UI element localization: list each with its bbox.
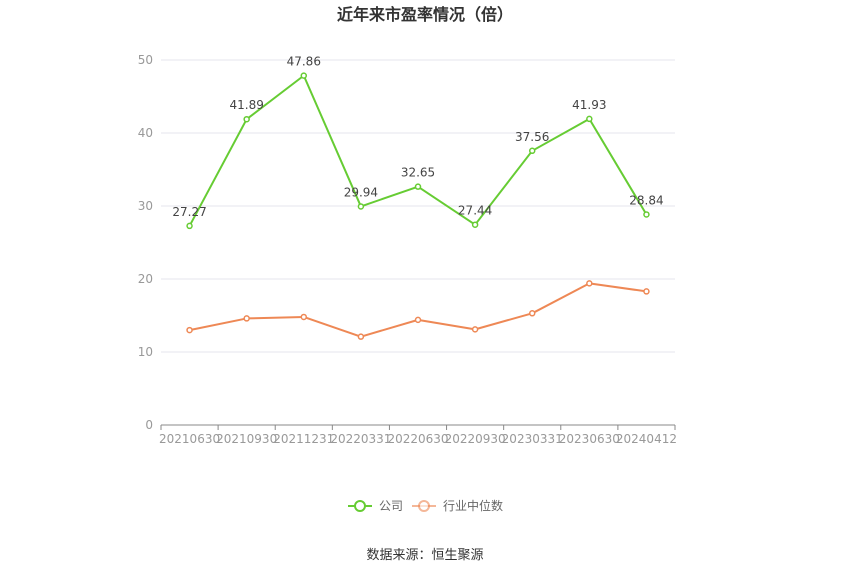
data-point	[300, 72, 308, 79]
y-tick-label: 20	[138, 272, 153, 286]
legend-marker	[418, 500, 430, 512]
data-label: 27.27	[172, 205, 206, 219]
x-tick-label: 20210630	[159, 432, 220, 446]
x-tick-label: 20211231	[273, 432, 334, 446]
x-tick-label: 20210930	[216, 432, 277, 446]
grid-lines	[161, 59, 675, 353]
data-label: 28.84	[629, 193, 663, 207]
y-tick-label: 30	[138, 199, 153, 213]
data-point	[586, 115, 593, 123]
data-label: 29.94	[344, 185, 378, 199]
series-1	[186, 280, 650, 340]
y-axis: 0 10 20 30 40 50	[138, 53, 153, 432]
data-label: 47.86	[287, 55, 321, 69]
data-point	[357, 203, 365, 210]
data-point	[414, 183, 422, 190]
y-tick-label: 40	[138, 126, 153, 140]
data-point	[528, 147, 536, 155]
x-axis: 2021063020210930202112312022033120220630…	[159, 424, 677, 446]
x-tick-label: 20230630	[559, 432, 620, 446]
x-tick-label: 20220930	[445, 432, 506, 446]
legend-label: 行业中位数	[443, 498, 503, 513]
data-label: 41.93	[572, 98, 606, 112]
data-point	[586, 280, 593, 287]
data-point	[186, 326, 193, 334]
data-point	[643, 211, 650, 218]
data-point	[643, 288, 650, 295]
data-label: 27.44	[458, 204, 492, 218]
data-point	[471, 326, 479, 333]
legend-marker	[354, 500, 366, 512]
data-point	[357, 333, 365, 340]
series-0: 27.27 41.89 47.86 29.94 32.65 27.44 37.56 41.93…	[172, 55, 664, 230]
y-tick-label: 10	[138, 345, 153, 359]
data-point	[414, 316, 422, 324]
series-layer: 27.27 41.89 47.86 29.94 32.65 27.44 37.56 41.93…	[172, 55, 664, 340]
data-label: 32.65	[401, 166, 435, 180]
legend-label: 公司	[379, 499, 403, 513]
y-tick-label: 0	[145, 418, 153, 432]
chart-title: 近年来市盈率情况（倍）	[337, 5, 513, 24]
legend[interactable]: 公司 行业中位数	[348, 498, 503, 513]
data-point	[528, 310, 536, 317]
data-point	[300, 313, 308, 321]
data-label: 41.89	[229, 98, 263, 112]
y-tick-label: 50	[138, 53, 153, 67]
data-point	[186, 222, 193, 230]
source-note: 数据来源：恒生聚源	[366, 548, 483, 563]
series-line	[189, 282, 647, 338]
x-tick-label: 20220630	[387, 432, 448, 446]
x-tick-label: 20240412	[616, 432, 677, 446]
data-label: 37.56	[515, 130, 549, 144]
data-point	[243, 115, 250, 123]
legend-item-0[interactable]: 公司	[348, 499, 403, 513]
legend-item-1[interactable]: 行业中位数	[412, 498, 503, 513]
data-point	[471, 221, 479, 228]
x-tick-label: 20220331	[330, 432, 391, 446]
data-point	[243, 315, 250, 322]
x-tick-label: 20230331	[502, 432, 563, 446]
